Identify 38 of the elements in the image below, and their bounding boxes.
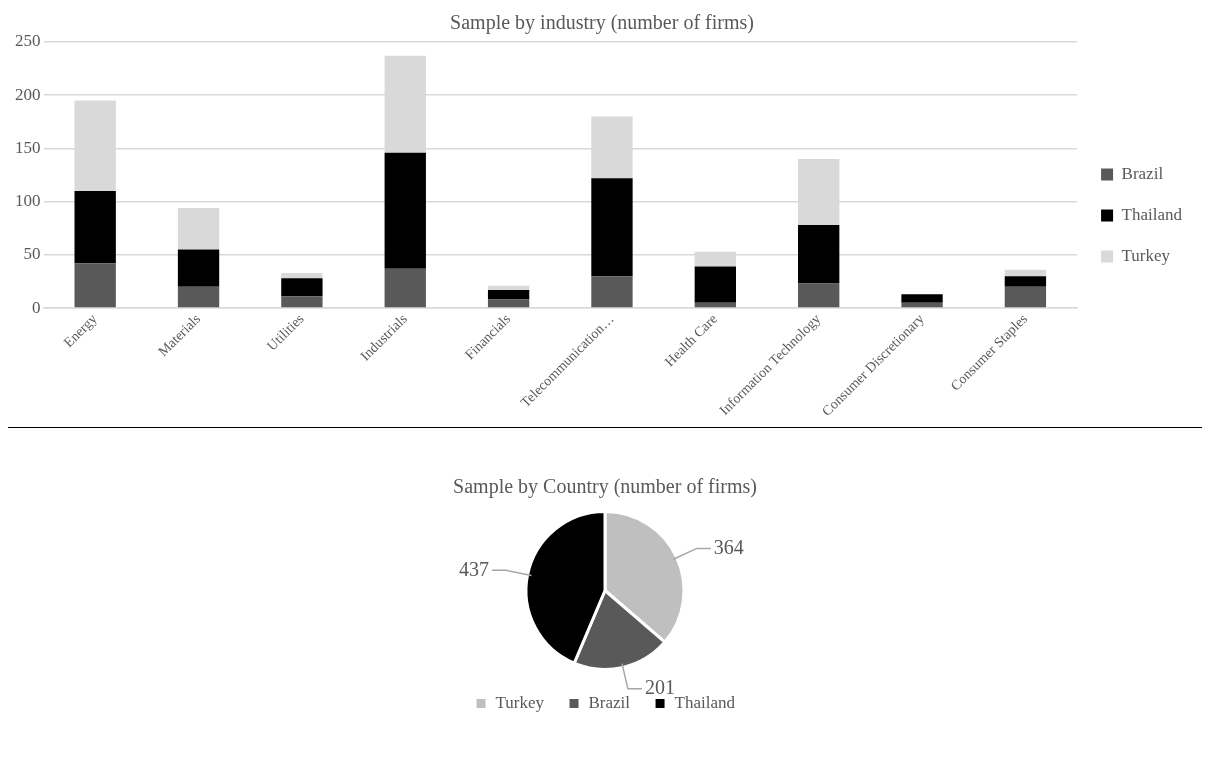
bar	[177, 249, 220, 287]
bar	[1004, 286, 1047, 308]
y-tick-label: 0	[32, 297, 41, 317]
bar	[384, 268, 426, 308]
bar	[177, 286, 220, 308]
legend-label: Turkey	[1121, 245, 1171, 265]
y-tick-label: 150	[15, 137, 41, 157]
chart-title: Sample by Country (number of firms)	[453, 475, 757, 499]
bar	[1004, 276, 1047, 287]
bar	[1004, 269, 1047, 277]
bar	[901, 294, 943, 303]
y-tick-label: 50	[23, 244, 41, 264]
bar	[798, 283, 840, 308]
chart-title: Sample by industry (number of firms)	[450, 11, 754, 35]
bar	[384, 152, 426, 269]
bar	[74, 263, 116, 308]
bar	[74, 191, 116, 264]
legend-label: Turkey	[495, 692, 545, 712]
bar	[281, 296, 323, 308]
legend-label: Thailand	[674, 692, 736, 712]
bar	[694, 266, 736, 303]
bar	[798, 225, 840, 284]
bar	[487, 285, 530, 290]
legend-label: Thailand	[1121, 204, 1183, 224]
bar	[281, 272, 323, 279]
legend-label: Brazil	[588, 692, 631, 712]
y-tick-label: 100	[15, 191, 41, 211]
legend-label: Brazil	[1121, 163, 1164, 183]
y-tick-label: 200	[15, 84, 41, 104]
bar	[591, 276, 633, 308]
data-label: 364	[713, 535, 744, 558]
data-label: 437	[459, 557, 490, 580]
bar	[177, 208, 220, 250]
bar	[487, 289, 530, 300]
y-tick-label: 250	[15, 31, 41, 51]
bar	[591, 178, 633, 277]
data-label: 201	[644, 676, 675, 699]
bar	[281, 278, 323, 297]
